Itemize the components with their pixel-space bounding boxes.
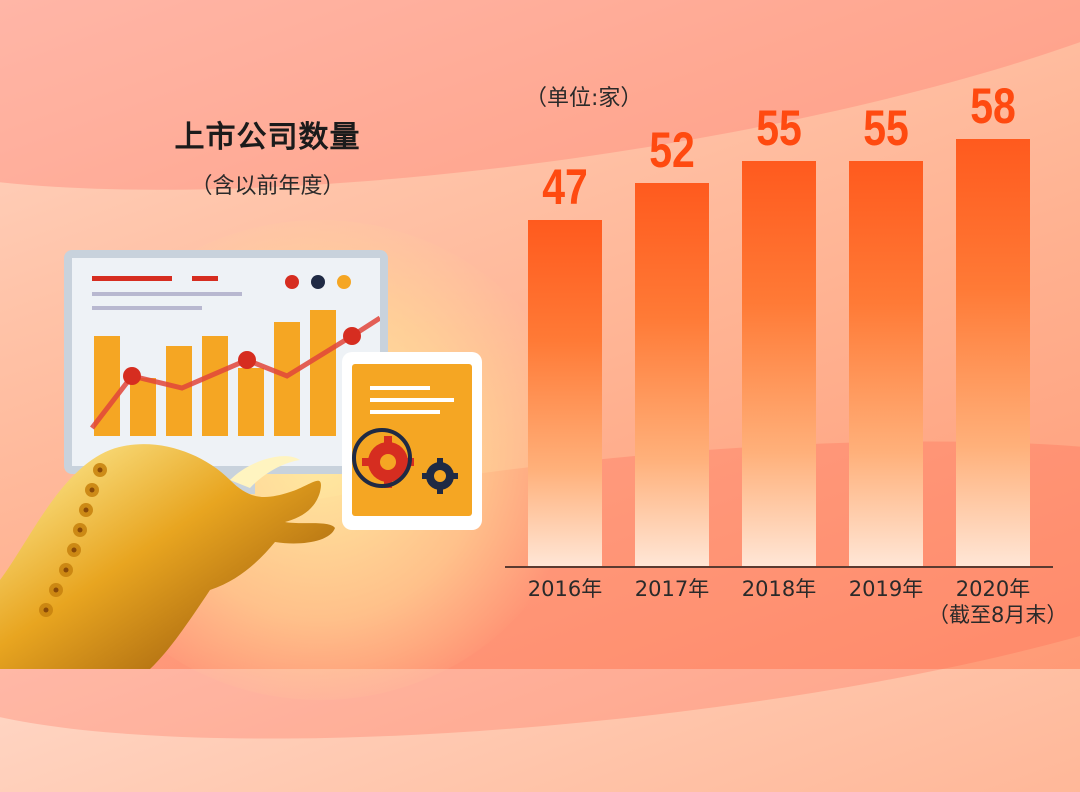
x-tick-text: 2018年 (741, 577, 817, 601)
bar-value-label-2: 55 (756, 100, 802, 157)
x-tick-text: 2016年 (527, 577, 603, 601)
bar-0 (528, 220, 602, 566)
bar-2 (742, 161, 816, 566)
x-tick-label-1: 2017年 (607, 576, 737, 602)
gear-icon (362, 436, 414, 488)
magnifier-icon (352, 428, 412, 488)
bar-value-label-4: 58 (970, 78, 1016, 135)
x-tick-label-0: 2016年 (500, 576, 630, 602)
unit-label: （单位:家） (525, 86, 643, 111)
x-tick-label-4: 2020年 （截至8月末） (928, 576, 1068, 628)
bar-value-label-1: 52 (649, 122, 695, 179)
x-tick-note: （截至8月末） (928, 603, 1068, 627)
bar-4 (956, 139, 1030, 566)
small-gear-icon (422, 458, 458, 494)
bar-value-label-0: 47 (542, 159, 588, 216)
x-tick-label-3: 2019年 (821, 576, 951, 602)
bar-3 (849, 161, 923, 566)
golden-bull-icon (0, 444, 335, 669)
x-axis-line (505, 566, 1053, 568)
tablet-screen-graphic (352, 386, 458, 494)
bar-1 (635, 183, 709, 566)
x-tick-text: 2017年 (634, 577, 710, 601)
monitor-screen-graphic (90, 275, 382, 436)
x-tick-text: 2019年 (848, 577, 924, 601)
bar-value-label-3: 55 (863, 100, 909, 157)
chart-title: 上市公司数量 (174, 120, 361, 155)
monitor-chart-icon (64, 250, 388, 474)
chart-subtitle: （含以前年度） (190, 174, 345, 199)
x-tick-text: 2020年 (955, 577, 1031, 601)
tablet-screen (352, 364, 472, 516)
x-tick-label-2: 2018年 (714, 576, 844, 602)
